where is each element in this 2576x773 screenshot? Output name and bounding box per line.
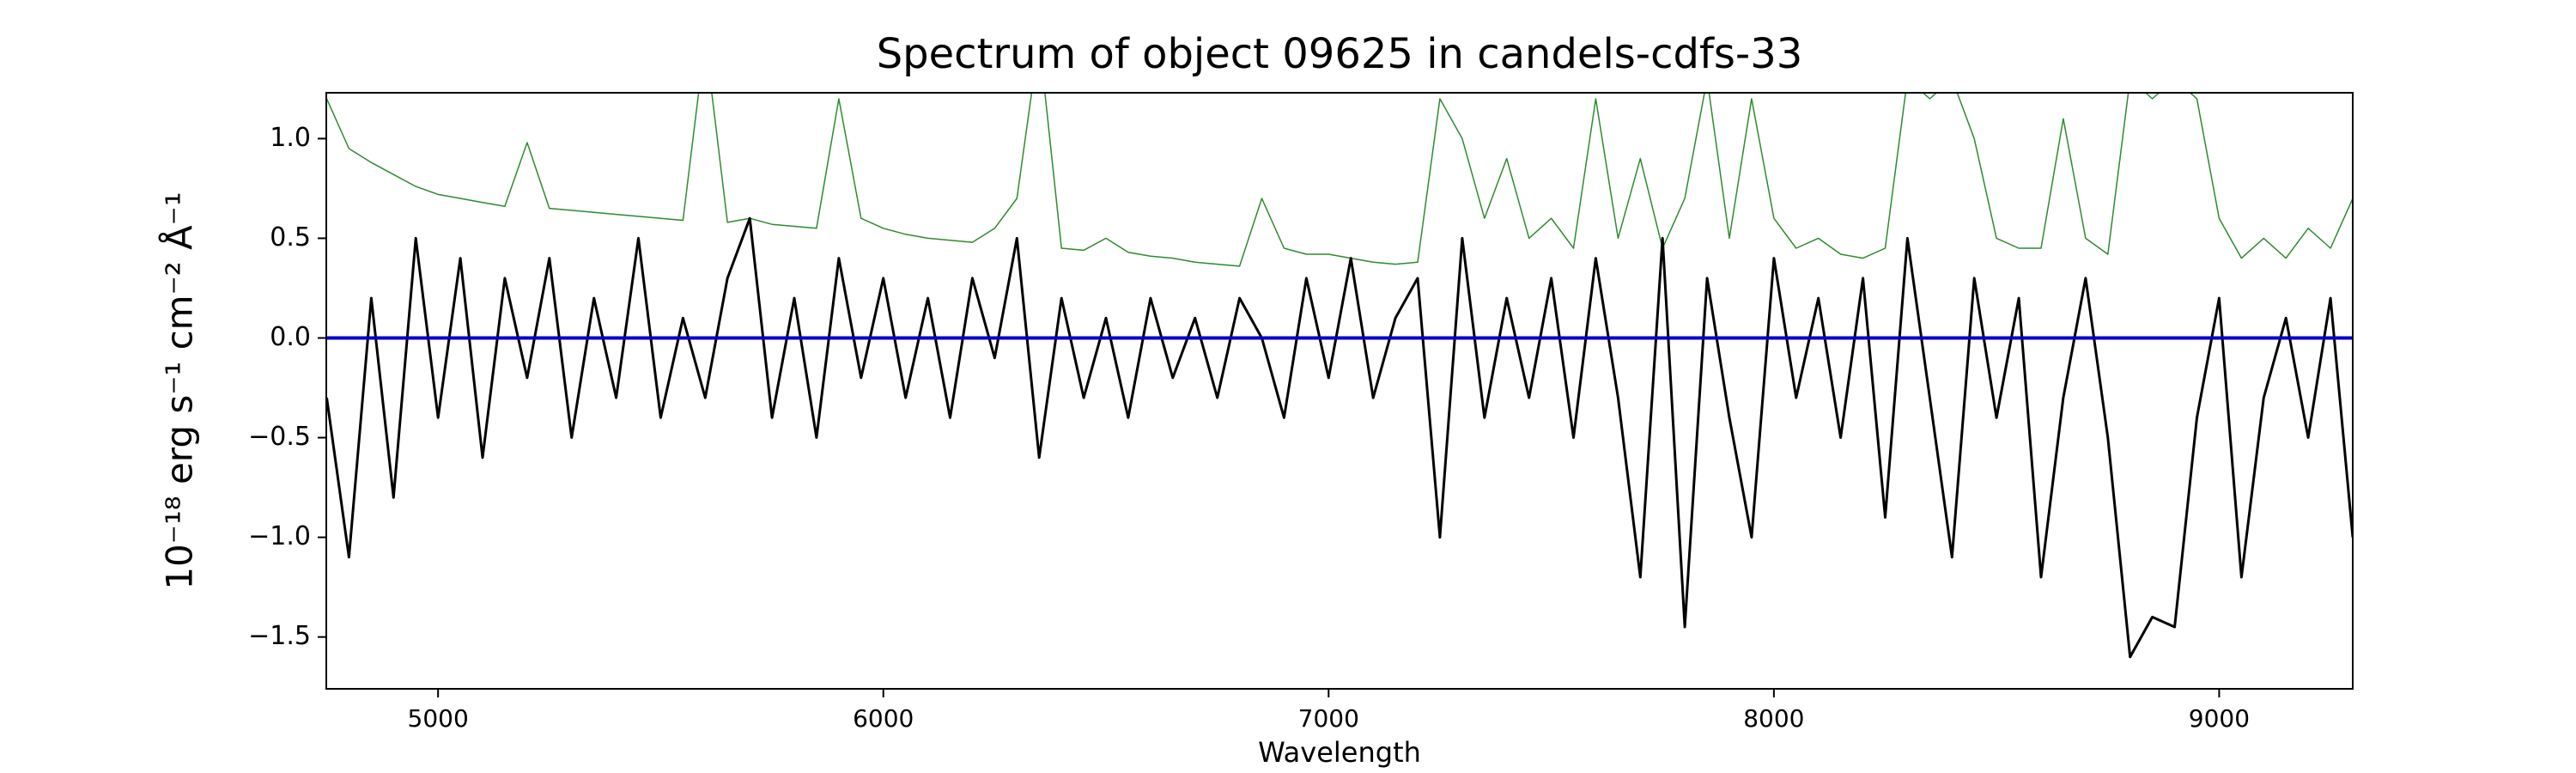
- y-tick-label: −0.5: [248, 422, 311, 452]
- spectrum-line: [326, 216, 2353, 659]
- x-axis-label: Wavelength: [1258, 736, 1421, 769]
- x-tick-label: 9000: [2189, 704, 2250, 733]
- y-tick-label: 0.5: [270, 222, 311, 253]
- spectrum-line: [326, 93, 2353, 267]
- x-tick-label: 8000: [1743, 704, 1804, 733]
- plot-area: [326, 93, 2353, 659]
- x-tick-label: 7000: [1298, 704, 1359, 733]
- y-axis-label: 10⁻¹⁸ erg s⁻¹ cm⁻² Å⁻¹: [158, 192, 201, 589]
- chart-title: Spectrum of object 09625 in candels-cdfs…: [877, 30, 1803, 78]
- axes-frame: [325, 92, 2354, 690]
- y-tick-label: −1.0: [248, 521, 311, 551]
- y-tick-label: −1.5: [248, 621, 311, 651]
- x-tick-label: 5000: [408, 704, 469, 733]
- y-tick-label: 1.0: [270, 123, 311, 153]
- y-tick-label: 0.0: [270, 322, 311, 352]
- x-tick-label: 6000: [853, 704, 914, 733]
